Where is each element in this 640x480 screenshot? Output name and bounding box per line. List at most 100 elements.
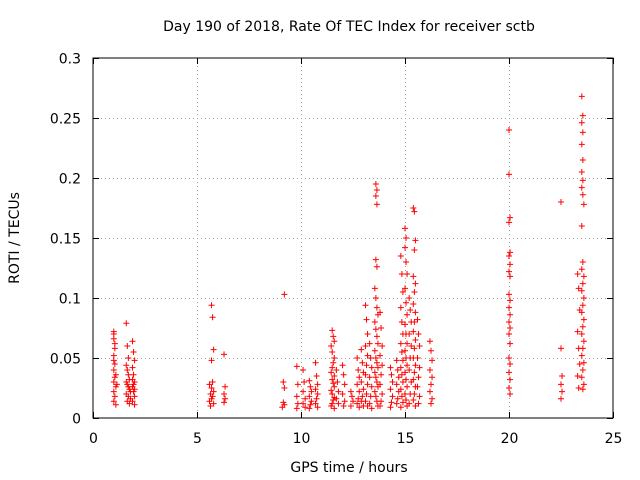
data-point — [578, 223, 585, 229]
data-point — [579, 259, 586, 265]
data-point — [402, 225, 408, 232]
data-point — [281, 291, 288, 298]
data-point — [125, 371, 132, 378]
data-point — [331, 383, 338, 390]
data-point — [506, 268, 512, 275]
data-point — [403, 259, 410, 265]
data-point — [302, 404, 309, 411]
data-point — [411, 345, 418, 352]
data-point — [412, 280, 419, 287]
data-point — [389, 393, 396, 400]
data-point — [130, 349, 137, 355]
data-point — [398, 271, 405, 277]
data-point — [404, 340, 411, 347]
data-point — [124, 367, 131, 373]
data-point — [398, 319, 405, 325]
data-point — [507, 214, 514, 221]
data-point — [578, 141, 585, 148]
data-point — [377, 352, 384, 359]
data-point — [371, 388, 378, 395]
data-point — [341, 398, 348, 405]
data-point — [339, 391, 346, 397]
data-point — [406, 331, 413, 337]
y-tick-label: 0 — [72, 412, 81, 428]
data-point — [210, 400, 217, 407]
data-point — [312, 359, 319, 366]
data-point — [306, 393, 313, 400]
data-point — [125, 355, 132, 361]
data-point — [578, 93, 585, 100]
data-point — [293, 393, 300, 400]
data-point — [362, 398, 369, 405]
data-point — [367, 355, 374, 361]
data-point — [110, 398, 117, 405]
data-point — [123, 320, 130, 327]
data-point — [412, 237, 419, 244]
data-point — [330, 359, 337, 366]
data-point — [110, 357, 117, 364]
data-point — [364, 381, 371, 388]
data-point — [406, 400, 413, 407]
data-point — [111, 340, 118, 347]
data-point — [371, 285, 378, 292]
data-point — [131, 401, 138, 408]
data-point — [113, 381, 120, 388]
data-point — [371, 319, 378, 325]
data-point — [414, 355, 421, 361]
data-point — [379, 343, 386, 349]
data-point — [507, 325, 514, 331]
data-point — [579, 157, 586, 163]
data-point — [360, 386, 367, 393]
data-point — [411, 208, 418, 215]
data-point — [397, 253, 404, 259]
data-point — [506, 253, 512, 259]
data-point — [293, 405, 300, 412]
data-point — [558, 199, 564, 205]
data-point — [359, 359, 366, 366]
data-point — [387, 364, 394, 371]
data-point — [579, 129, 586, 136]
data-point — [306, 377, 313, 384]
data-point — [372, 256, 379, 263]
data-point — [358, 379, 365, 385]
data-point — [359, 393, 366, 400]
data-point — [429, 395, 436, 402]
data-point — [410, 205, 417, 211]
data-point — [209, 314, 216, 321]
data-point — [367, 393, 374, 400]
data-point — [372, 326, 379, 333]
data-point — [411, 247, 418, 253]
data-point — [576, 307, 583, 313]
data-point — [574, 271, 581, 277]
data-point — [373, 263, 380, 270]
data-point — [389, 379, 396, 385]
data-point — [355, 395, 362, 402]
data-point — [331, 338, 338, 345]
data-point — [558, 395, 564, 402]
data-point — [412, 309, 419, 316]
data-point — [356, 374, 363, 381]
data-point — [335, 400, 342, 407]
y-tick-label: 0.05 — [50, 352, 81, 368]
data-point — [399, 379, 406, 385]
data-point — [579, 177, 586, 184]
data-point — [302, 395, 309, 402]
data-point — [123, 362, 130, 369]
data-point — [377, 403, 384, 409]
data-point — [206, 398, 213, 405]
y-tick-label: 0.15 — [50, 232, 81, 248]
data-point — [580, 338, 587, 345]
data-point — [129, 338, 136, 345]
data-point — [308, 398, 315, 405]
data-point — [130, 371, 137, 378]
data-point — [373, 333, 380, 340]
data-point — [358, 346, 365, 353]
data-point — [221, 351, 228, 358]
data-point — [506, 355, 512, 361]
data-point — [300, 367, 307, 373]
data-point — [393, 381, 400, 388]
data-point — [306, 405, 313, 412]
data-point — [506, 385, 512, 391]
data-point — [507, 297, 514, 304]
data-point — [415, 331, 422, 337]
